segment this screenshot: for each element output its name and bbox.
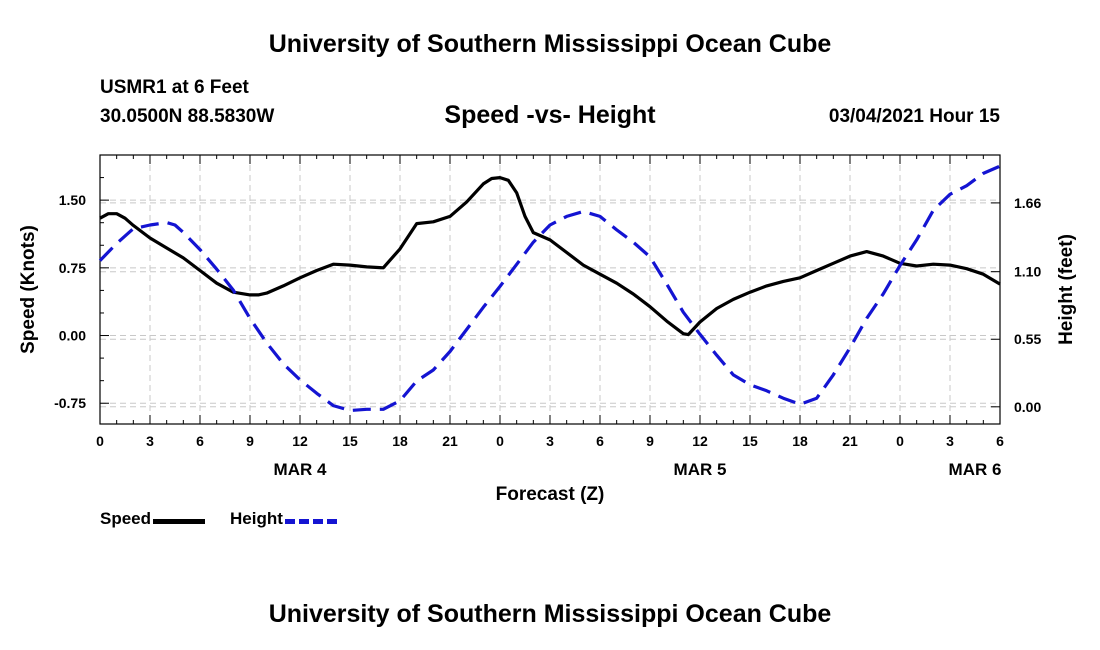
x-tick-label: 21 [442,433,458,449]
date-label: MAR 6 [949,460,1002,479]
x-axis-label: Forecast (Z) [496,484,605,505]
x-tick-label: 18 [392,433,408,449]
x-tick-label: 9 [646,433,654,449]
y2-tick-label: 1.10 [1014,264,1041,280]
coordinates-label: 30.0500N 88.5830W [100,106,275,127]
datetime-label: 03/04/2021 Hour 15 [828,106,1000,127]
x-tick-label: 21 [842,433,858,449]
footer-title: University of Southern Mississippi Ocean… [268,600,832,628]
x-tick-label: 0 [496,433,504,449]
station-label: USMR1 at 6 Feet [100,77,249,98]
x-tick-label: 12 [692,433,708,449]
x-tick-label: 12 [292,433,308,449]
x-tick-label: 15 [342,433,358,449]
chart-title: University of Southern Mississippi Ocean… [268,30,832,58]
y2-tick-label: 1.66 [1014,195,1041,211]
legend-speed-swatch [153,518,206,524]
y2-tick-label: 0.55 [1014,331,1041,347]
legend-height: Height [230,509,337,529]
x-tick-label: 15 [742,433,758,449]
x-tick-label: 9 [246,433,254,449]
x-tick-label: 18 [792,433,808,449]
legend-speed: Speed [100,509,206,529]
chart-subtitle: Speed -vs- Height [444,101,656,129]
y-tick-label: 1.50 [59,192,86,208]
x-tick-label: 3 [546,433,554,449]
y-tick-label: -0.75 [54,395,86,411]
x-tick-label: 6 [596,433,604,449]
speed-height-chart: 0 3 6 9 12 15 18 21 0 3 6 9 12 15 18 21 0 3 6 MAR 4 MAR 5 MAR… [18,154,1077,505]
x-tick-label: 3 [946,433,954,449]
y-tick-label: 0.00 [59,328,86,344]
legend-height-label: Height [230,509,283,528]
x-tick-label: 6 [996,433,1004,449]
y2-tick-label: 0.00 [1014,399,1041,415]
date-label: MAR 4 [274,460,327,479]
y-tick-label: 0.75 [59,260,86,276]
y-axis-label: Speed (Knots) [18,225,39,354]
y2-axis-label: Height (feet) [1056,234,1077,345]
x-tick-label: 0 [896,433,904,449]
height-series-line [98,164,1001,413]
x-tick-label: 0 [96,433,104,449]
date-label: MAR 5 [674,460,727,479]
legend-height-swatch [284,518,337,524]
x-tick-label: 6 [196,433,204,449]
legend-speed-label: Speed [100,509,152,528]
x-tick-label: 3 [146,433,154,449]
